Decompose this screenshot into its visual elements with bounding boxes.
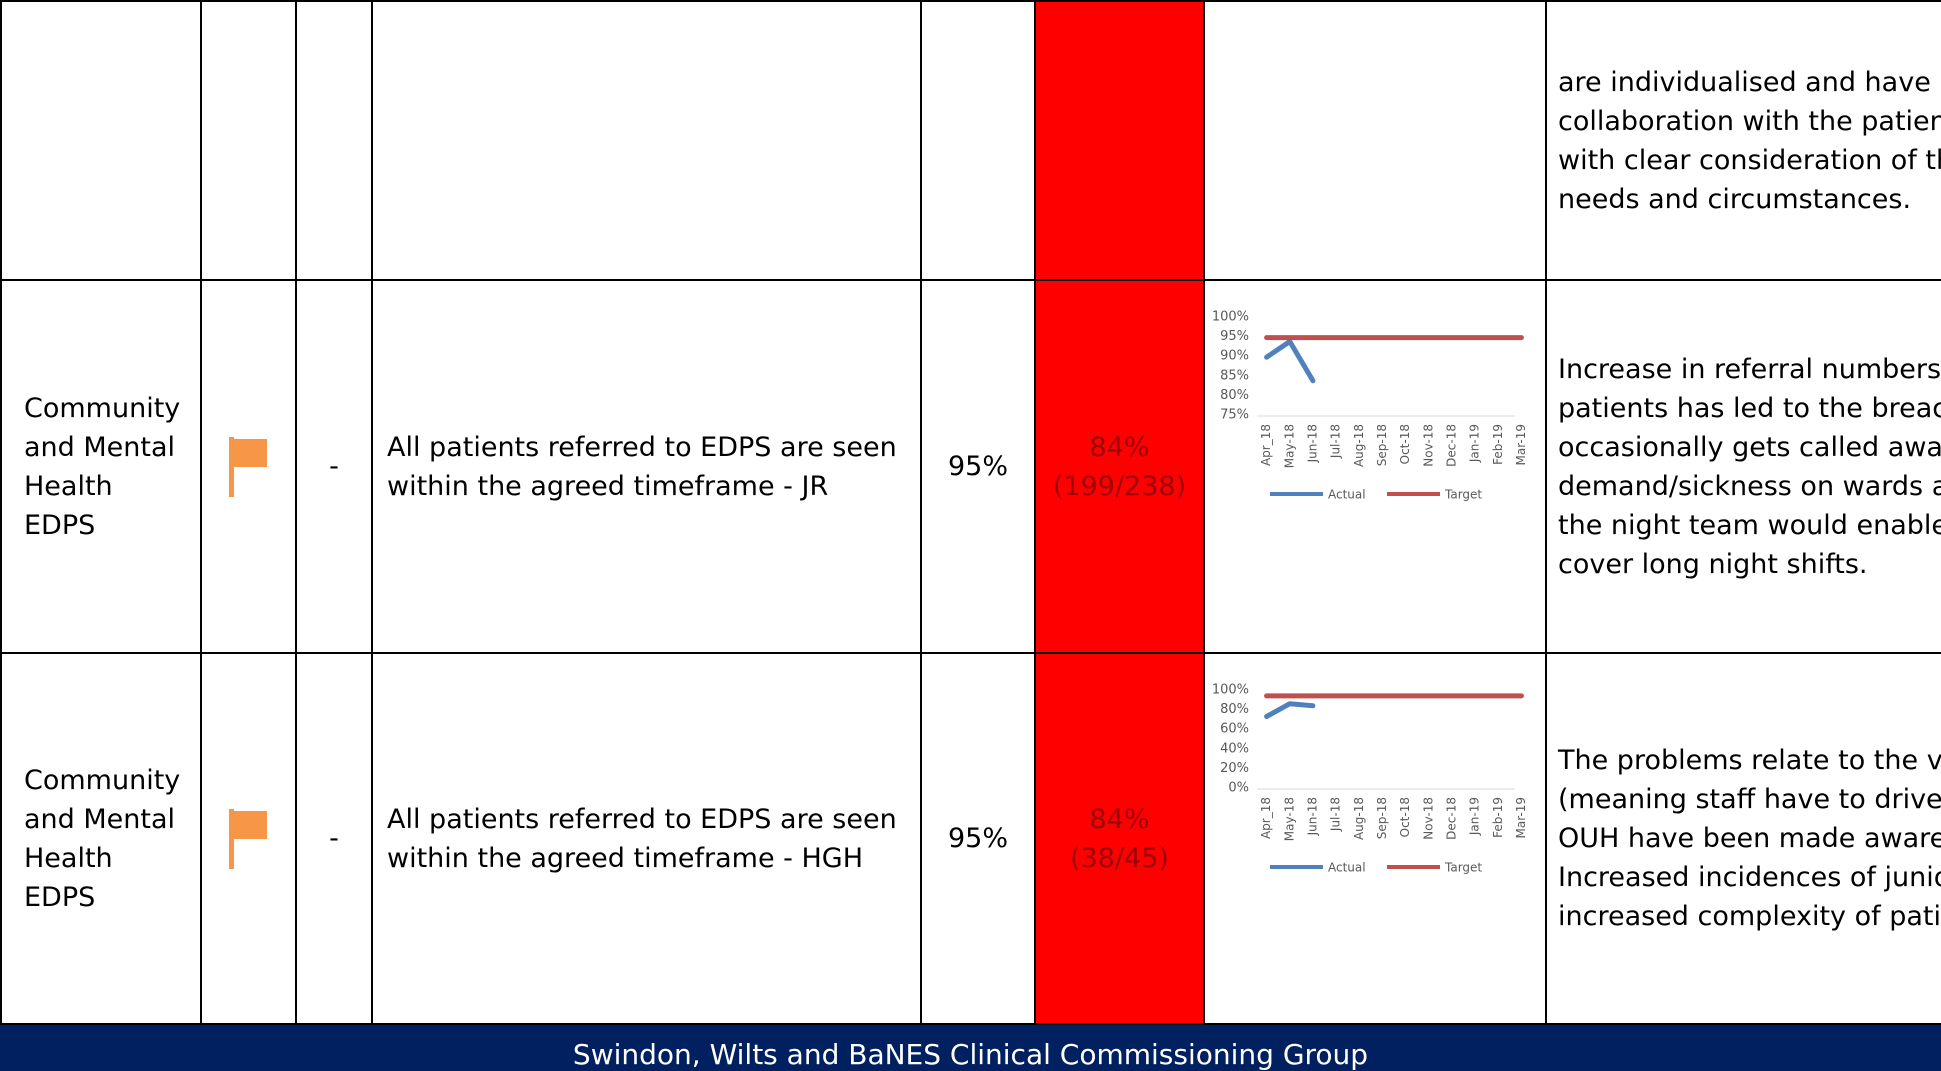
target-cell (920, 0, 1036, 281)
x-tick-label: Jun-18 (1305, 424, 1319, 463)
y-tick-label: 0% (1228, 781, 1249, 796)
measure-cell: All patients referred to EDPS are seen w… (371, 279, 922, 654)
legend-label: Target (1444, 861, 1482, 875)
service-area-cell: Community and Mental Health EDPS (0, 652, 202, 1025)
y-tick-label: 40% (1220, 741, 1249, 756)
x-tick-label: Dec-18 (1444, 797, 1458, 840)
service-area-cell: Community and Mental Health EDPS (0, 279, 202, 654)
report-table: are individualised and have been set eit… (0, 0, 1941, 1025)
x-tick-label: Sep-18 (1375, 797, 1389, 839)
comment-text: Increase in referral numbers and complex… (1558, 353, 1941, 580)
result-value: 84% (1089, 431, 1150, 463)
comment-text: are individualised and have been set eit… (1558, 66, 1941, 215)
x-tick-label: Oct-18 (1398, 424, 1412, 464)
y-tick-label: 100% (1212, 683, 1249, 698)
target-cell: 95% (920, 279, 1036, 654)
x-tick-label: Mar-19 (1514, 424, 1528, 465)
x-tick-label: Feb-19 (1491, 797, 1505, 838)
y-tick-label: 85% (1220, 368, 1249, 383)
y-tick-label: 90% (1220, 349, 1249, 364)
service-area-cell (0, 0, 202, 281)
x-tick-label: Dec-18 (1444, 424, 1458, 467)
x-tick-label: May-18 (1282, 424, 1296, 468)
y-tick-label: 75% (1220, 408, 1249, 423)
y-tick-label: 80% (1220, 702, 1249, 717)
series-line-actual (1264, 339, 1316, 384)
performance-chart-jr: 100% 95% 90% 85% 80% 75% Apr_18 May-18 Jun-18 Jul… (1212, 310, 1528, 502)
flag-cell (200, 652, 297, 1025)
x-tick-label: Jul-18 (1329, 424, 1343, 459)
result-cell: 84% (38/45) (1034, 652, 1205, 1025)
comment-text: The problems relate to the video link to… (1558, 745, 1941, 932)
x-tick-label: Aug-18 (1352, 797, 1366, 840)
x-tick-label: Sep-18 (1375, 424, 1389, 466)
dash-cell (295, 0, 373, 281)
x-tick-label: Mar-19 (1514, 797, 1528, 838)
comment-cell: are individualised and have been set eit… (1545, 0, 1941, 281)
flag-cell (200, 0, 297, 281)
table-row: Community and Mental Health EDPS - All p… (0, 279, 1941, 654)
table-row: are individualised and have been set eit… (0, 0, 1941, 281)
x-tick-label: Jul-18 (1329, 797, 1343, 832)
legend-label: Target (1444, 488, 1482, 502)
chart-cell: 100% 95% 90% 85% 80% 75% Apr_18 May-18 Jun-18 Jul… (1203, 279, 1547, 654)
x-tick-label: Jun-18 (1305, 797, 1319, 836)
x-tick-label: Feb-19 (1491, 424, 1505, 465)
legend-label: Actual (1328, 861, 1366, 875)
footer-banner: Swindon, Wilts and BaNES Clinical Commis… (0, 1025, 1941, 1071)
x-tick-label: Oct-18 (1398, 797, 1412, 837)
chart-cell (1203, 0, 1547, 281)
legend-label: Actual (1328, 488, 1366, 502)
x-tick-label: Apr_18 (1259, 797, 1273, 839)
y-tick-label: 80% (1220, 388, 1249, 403)
table-row: Community and Mental Health EDPS - All p… (0, 652, 1941, 1025)
y-tick-label: 60% (1220, 722, 1249, 737)
x-tick-label: Nov-18 (1421, 424, 1435, 467)
result-cell (1034, 0, 1205, 281)
measure-cell (371, 0, 922, 281)
y-tick-label: 20% (1220, 761, 1249, 776)
flag-icon (228, 808, 267, 869)
x-tick-label: Aug-18 (1352, 424, 1366, 467)
result-cell: 84% (199/238) (1034, 279, 1205, 654)
dash-cell: - (295, 279, 373, 654)
series-line-actual (1264, 701, 1316, 719)
dash-cell: - (295, 652, 373, 1025)
y-tick-label: 100% (1212, 310, 1249, 325)
flag-cell (200, 279, 297, 654)
result-detail: (199/238) (1052, 470, 1187, 502)
result-value: 84% (1089, 803, 1150, 835)
x-tick-label: May-18 (1282, 797, 1296, 841)
measure-cell: All patients referred to EDPS are seen w… (371, 652, 922, 1025)
y-tick-label: 95% (1220, 329, 1249, 344)
x-tick-label: Apr_18 (1259, 424, 1273, 466)
flag-icon (228, 436, 267, 497)
result-detail: (38/45) (1070, 842, 1169, 874)
performance-chart-hgh: 100% 80% 60% 40% 20% 0% Apr_18 May-18 Jun-18 Jul-… (1212, 683, 1528, 875)
chart-cell: 100% 80% 60% 40% 20% 0% Apr_18 May-18 Jun-18 Jul-… (1203, 652, 1547, 1025)
x-tick-label: Jan-19 (1468, 424, 1482, 463)
comment-cell: Increase in referral numbers and complex… (1545, 279, 1941, 654)
x-tick-label: Nov-18 (1421, 797, 1435, 840)
comment-cell: The problems relate to the video link to… (1545, 652, 1941, 1025)
target-cell: 95% (920, 652, 1036, 1025)
x-tick-label: Jan-19 (1468, 797, 1482, 836)
